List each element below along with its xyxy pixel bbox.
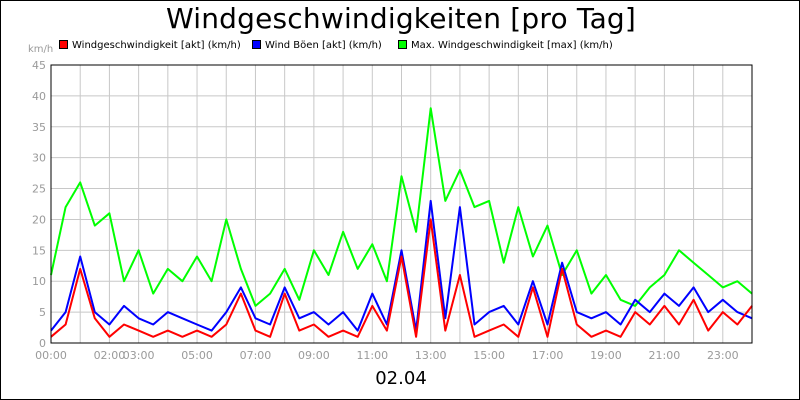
green-swatch-icon [398, 40, 407, 49]
y-tick-label: 20 [32, 213, 46, 226]
blue-swatch-icon [252, 40, 261, 49]
x-tick-label: 09:00 [298, 349, 330, 362]
y-tick-label: 40 [32, 90, 46, 103]
y-tick-label: 0 [39, 337, 46, 350]
x-tick-label: 15:00 [473, 349, 505, 362]
red-swatch-icon [59, 40, 68, 49]
series-line-akt [50, 218, 753, 338]
y-tick-label: 45 [32, 59, 46, 72]
y-tick-label: 5 [39, 306, 46, 319]
legend-label-akt: Windgeschwindigkeit [akt] (km/h) [72, 40, 241, 51]
plot-border [50, 64, 753, 344]
legend-label-boeen: Wind Böen [akt] (km/h) [265, 40, 382, 51]
series-line-max [50, 107, 753, 307]
legend-label-max: Max. Windgeschwindigkeit [max] (km/h) [411, 40, 613, 51]
x-tick-label: 02:00 [94, 349, 126, 362]
x-tick-label: 23:00 [707, 349, 739, 362]
x-tick-label: 13:00 [415, 349, 447, 362]
y-tick-label: 25 [32, 183, 46, 196]
series-line-boeen [50, 199, 753, 332]
y-tick-label: 35 [32, 121, 46, 134]
x-tick-label: 11:00 [356, 349, 388, 362]
x-tick-label: 17:00 [532, 349, 564, 362]
x-tick-label: 19:00 [590, 349, 622, 362]
y-tick-label: 10 [32, 275, 46, 288]
y-tick-label: 15 [32, 244, 46, 257]
x-tick-label: 05:00 [181, 349, 213, 362]
x-tick-label: 03:00 [123, 349, 155, 362]
legend-item-max: Max. Windgeschwindigkeit [max] (km/h) [398, 39, 613, 53]
y-tick-label: 30 [32, 152, 46, 165]
legend-item-boeen: Wind Böen [akt] (km/h) [252, 39, 382, 53]
date-label: 02.04 [375, 368, 427, 389]
x-tick-label: 07:00 [240, 349, 272, 362]
x-tick-label: 21:00 [649, 349, 681, 362]
y-axis-unit-label: km/h [28, 44, 54, 55]
chart-title: Windgeschwindigkeiten [pro Tag] [165, 2, 637, 35]
legend-item-akt: Windgeschwindigkeit [akt] (km/h) [59, 39, 241, 53]
x-tick-label: 00:00 [35, 349, 67, 362]
